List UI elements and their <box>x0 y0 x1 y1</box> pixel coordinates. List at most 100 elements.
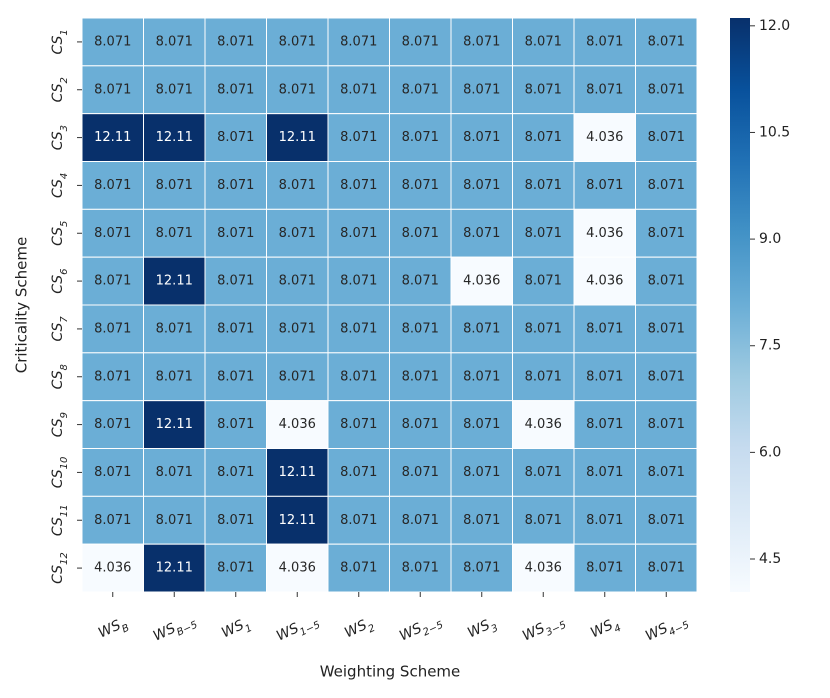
heatmap-cell <box>450 448 513 497</box>
y-tick-label: CS8 <box>50 364 70 389</box>
y-tick-label-sub: 12 <box>59 552 70 565</box>
cell-label: 8.071 <box>340 465 377 480</box>
cell-label: 8.071 <box>217 34 254 49</box>
x-tick-label: WS2−5 <box>397 611 445 647</box>
cell-label: 8.071 <box>94 513 131 528</box>
y-tick-label-sub: 3 <box>59 125 70 131</box>
cell-label: 8.071 <box>525 178 562 193</box>
heatmap-cell <box>573 400 636 449</box>
cell-label: 8.071 <box>525 369 562 384</box>
cell-label: 8.071 <box>463 369 500 384</box>
colorbar-tick-label: 9.0 <box>759 231 781 247</box>
cell-label: 8.071 <box>340 417 377 432</box>
cell-label: 8.071 <box>525 513 562 528</box>
heatmap-cell <box>327 113 390 162</box>
heatmap-cell <box>450 352 513 402</box>
cell-label: 4.036 <box>586 226 623 241</box>
cell-label: 8.071 <box>402 226 439 241</box>
heatmap-cell <box>635 448 698 497</box>
cell-label: 8.071 <box>340 561 377 576</box>
colorbar-tick-label: 6.0 <box>759 444 781 460</box>
heatmap-cell <box>389 543 452 593</box>
heatmap-cell <box>635 113 698 162</box>
heatmap-cell <box>327 495 390 545</box>
heatmap-cell <box>512 304 575 354</box>
heatmap-cell <box>327 543 390 593</box>
heatmap-cell <box>327 448 390 497</box>
heatmap-cell <box>327 400 390 449</box>
cell-label: 8.071 <box>217 465 254 480</box>
heatmap-cell <box>389 448 452 497</box>
cell-label: 8.071 <box>156 226 193 241</box>
x-tick-label-sub: 4−5 <box>667 619 691 638</box>
cell-label: 8.071 <box>525 274 562 289</box>
x-tick-label-base: WS <box>643 620 670 644</box>
cell-label: 8.071 <box>279 274 316 289</box>
heatmap-cell <box>389 161 452 210</box>
x-tick-label-base: WS <box>520 620 547 644</box>
heatmap-cell <box>389 256 452 306</box>
x-tick-label-base: WS <box>342 617 369 641</box>
cell-label: 8.071 <box>463 130 500 145</box>
cell-label: 8.071 <box>217 561 254 576</box>
cell-label: 8.071 <box>217 130 254 145</box>
y-tick-label-sub: 6 <box>59 268 70 274</box>
cell-label: 8.071 <box>402 274 439 289</box>
x-axis-title: Weighting Scheme <box>320 663 461 681</box>
cell-label: 12.11 <box>279 130 316 145</box>
heatmap-cell <box>512 113 575 162</box>
heatmap-cell <box>512 495 575 545</box>
cell-label: 8.071 <box>525 465 562 480</box>
x-tick-label-base: WS <box>151 620 178 644</box>
x-tick-label-sub: 3−5 <box>544 619 568 638</box>
y-tick-label: CS1 <box>50 29 70 54</box>
heatmap-cell <box>204 113 267 162</box>
cell-label: 8.071 <box>217 82 254 97</box>
cell-label: 8.071 <box>156 34 193 49</box>
cell-label: 8.071 <box>94 417 131 432</box>
cell-label: 4.036 <box>586 274 623 289</box>
y-tick-label-base: CS <box>50 36 66 55</box>
y-tick-label-sub: 1 <box>59 29 70 35</box>
heatmap-cell <box>204 352 267 402</box>
y-tick-label-sub: 8 <box>59 364 70 370</box>
y-tick-label: CS2 <box>50 77 70 102</box>
cell-label: 8.071 <box>402 130 439 145</box>
cell-label: 12.11 <box>156 417 193 432</box>
cell-label: 12.11 <box>156 274 193 289</box>
cell-label: 4.036 <box>94 561 131 576</box>
y-tick-label: CS4 <box>50 173 70 198</box>
heatmap-cell <box>450 161 513 210</box>
y-tick-label-sub: 7 <box>59 316 70 323</box>
heatmap-cell <box>204 495 267 545</box>
cell-label: 8.071 <box>648 369 685 384</box>
cell-label: 8.071 <box>156 178 193 193</box>
heatmap-cell <box>204 17 267 67</box>
y-tick-label: CS11 <box>50 504 70 536</box>
heatmap-cell <box>204 256 267 306</box>
cell-label: 8.071 <box>648 561 685 576</box>
cell-label: 8.071 <box>279 34 316 49</box>
x-tick-label: WSB <box>96 614 131 644</box>
heatmap-cell <box>389 17 452 67</box>
heatmap-cell <box>266 352 329 402</box>
y-tick-label: CS9 <box>50 412 70 437</box>
y-tick-label-base: CS <box>50 179 66 198</box>
cell-label: 8.071 <box>217 369 254 384</box>
x-tick-label-base: WS <box>96 617 123 641</box>
cell-label: 8.071 <box>525 226 562 241</box>
heatmap-cell <box>573 256 636 306</box>
cell-label: 8.071 <box>586 465 623 480</box>
cell-label: 8.071 <box>402 513 439 528</box>
cell-label: 8.071 <box>525 34 562 49</box>
heatmap-cell <box>143 113 206 162</box>
heatmap-cell <box>143 208 206 258</box>
heatmap-cell <box>635 400 698 449</box>
cell-label: 8.071 <box>586 321 623 336</box>
cell-label: 8.071 <box>463 226 500 241</box>
cell-label: 8.071 <box>402 561 439 576</box>
cell-label: 8.071 <box>94 274 131 289</box>
x-tick-label-base: WS <box>465 617 492 641</box>
cell-label: 8.071 <box>340 34 377 49</box>
